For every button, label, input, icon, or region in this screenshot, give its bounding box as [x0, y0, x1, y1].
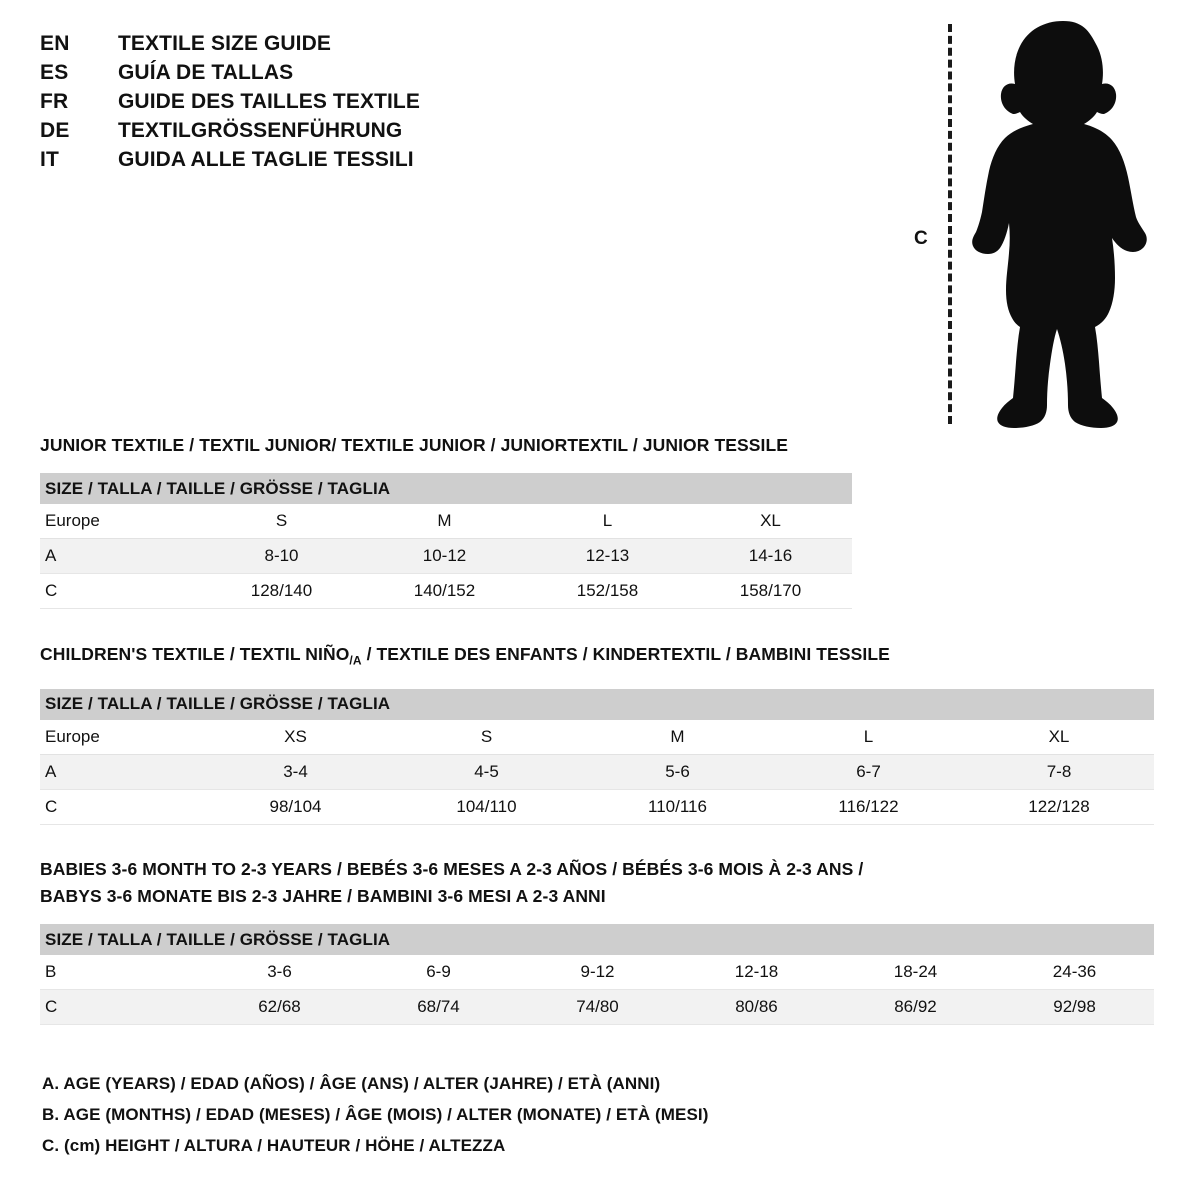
size-header-cell: XL: [689, 504, 852, 539]
size-header-cell: S: [391, 719, 582, 755]
size-band-label: SIZE / TALLA / TAILLE / GRÖSSE / TAGLIA: [40, 688, 1154, 720]
age-cell: 10-12: [363, 538, 526, 574]
age-cell: 7-8: [964, 754, 1154, 790]
row-key: C: [40, 789, 200, 825]
section-title-line2: BABYS 3-6 MONATE BIS 2-3 JAHRE / BAMBINI…: [40, 886, 606, 906]
height-cell: 92/98: [995, 989, 1155, 1025]
language-row: EN TEXTILE SIZE GUIDE: [40, 32, 560, 61]
language-title: GUÍA DE TALLAS: [118, 61, 294, 84]
language-code: EN: [40, 32, 70, 55]
height-cell: 98/104: [200, 789, 391, 825]
age-cell: 4-5: [391, 754, 582, 790]
size-band-label: SIZE / TALLA / TAILLE / GRÖSSE / TAGLIA: [40, 924, 1155, 955]
height-measurement-figure: C: [900, 10, 1170, 430]
child-silhouette-icon: [972, 21, 1147, 428]
section-title-pre: CHILDREN'S TEXTILE / TEXTIL NIÑO: [40, 644, 350, 664]
legend-line-b: B. AGE (MONTHS) / EDAD (MESES) / ÂGE (MO…: [42, 1105, 709, 1124]
height-cell: 104/110: [391, 789, 582, 825]
table-row: C 128/140 140/152 152/158 158/170: [40, 573, 852, 609]
section-babies-textile: BABIES 3-6 MONTH TO 2-3 YEARS / BEBÉS 3-…: [40, 856, 1155, 1025]
language-row: IT GUIDA ALLE TAGLIE TESSILI: [40, 148, 560, 177]
height-cell: 86/92: [836, 989, 995, 1025]
table-row: A 8-10 10-12 12-13 14-16: [40, 538, 852, 574]
months-cell: 6-9: [359, 955, 518, 990]
height-cell: 116/122: [773, 789, 964, 825]
height-cell: 152/158: [526, 573, 689, 609]
language-row: FR GUIDE DES TAILLES TEXTILE: [40, 90, 560, 119]
language-row: ES GUÍA DE TALLAS: [40, 61, 560, 90]
height-cell: 128/140: [200, 573, 363, 609]
vertical-dashed-measure-icon: [948, 24, 952, 424]
size-band-label: SIZE / TALLA / TAILLE / GRÖSSE / TAGLIA: [40, 473, 852, 504]
row-key: Europe: [40, 719, 200, 755]
table-row: C 98/104 104/110 110/116 116/122 122/128: [40, 789, 1154, 825]
section-junior-textile: JUNIOR TEXTILE / TEXTIL JUNIOR/ TEXTILE …: [40, 432, 852, 609]
height-cell: 140/152: [363, 573, 526, 609]
size-header-cell: L: [526, 504, 689, 539]
age-cell: 8-10: [200, 538, 363, 574]
table-row: Europe XS S M L XL: [40, 719, 1154, 755]
section-title: JUNIOR TEXTILE / TEXTIL JUNIOR/ TEXTILE …: [40, 435, 789, 455]
row-key: A: [40, 754, 200, 790]
size-header-cell: L: [773, 719, 964, 755]
height-cell: 122/128: [964, 789, 1154, 825]
section-childrens-textile: CHILDREN'S TEXTILE / TEXTIL NIÑO/A / TEX…: [40, 641, 1154, 825]
size-header-cell: S: [200, 504, 363, 539]
section-title-post: / TEXTILE DES ENFANTS / KINDERTEXTIL / B…: [361, 644, 890, 664]
section-title-subscript: /A: [349, 653, 362, 668]
table-row: Europe S M L XL: [40, 504, 852, 539]
babies-size-table: SIZE / TALLA / TAILLE / GRÖSSE / TAGLIA …: [40, 924, 1155, 1025]
height-cell: 158/170: [689, 573, 852, 609]
table-band-row: SIZE / TALLA / TAILLE / GRÖSSE / TAGLIA: [40, 688, 1154, 720]
table-row: C 62/68 68/74 74/80 80/86 86/92 92/98: [40, 989, 1155, 1025]
age-cell: 12-13: [526, 538, 689, 574]
language-title: TEXTILE SIZE GUIDE: [118, 32, 331, 55]
height-cell: 110/116: [582, 789, 773, 825]
height-cell: 62/68: [200, 989, 359, 1025]
table-band-row: SIZE / TALLA / TAILLE / GRÖSSE / TAGLIA: [40, 924, 1155, 955]
language-row: DE TEXTILGRÖSSENFÜHRUNG: [40, 119, 560, 148]
size-header-cell: M: [363, 504, 526, 539]
section-title-line1: BABIES 3-6 MONTH TO 2-3 YEARS / BEBÉS 3-…: [40, 859, 864, 879]
height-cell: 68/74: [359, 989, 518, 1025]
months-cell: 3-6: [200, 955, 359, 990]
measurement-legend: A. AGE (YEARS) / EDAD (AÑOS) / ÂGE (ANS)…: [42, 1068, 942, 1161]
section-title: CHILDREN'S TEXTILE / TEXTIL NIÑO/A / TEX…: [40, 641, 1154, 675]
language-title: TEXTILGRÖSSENFÜHRUNG: [118, 119, 403, 142]
row-key: A: [40, 538, 200, 574]
months-cell: 18-24: [836, 955, 995, 990]
junior-size-table: SIZE / TALLA / TAILLE / GRÖSSE / TAGLIA …: [40, 473, 852, 609]
table-band-row: SIZE / TALLA / TAILLE / GRÖSSE / TAGLIA: [40, 473, 852, 504]
language-code: DE: [40, 119, 70, 142]
row-key: B: [40, 955, 200, 990]
months-cell: 12-18: [677, 955, 836, 990]
age-cell: 6-7: [773, 754, 964, 790]
age-cell: 14-16: [689, 538, 852, 574]
legend-line-c: C. (cm) HEIGHT / ALTURA / HAUTEUR / HÖHE…: [42, 1136, 506, 1155]
legend-line-a: A. AGE (YEARS) / EDAD (AÑOS) / ÂGE (ANS)…: [42, 1074, 661, 1093]
size-header-cell: XL: [964, 719, 1154, 755]
age-cell: 3-4: [200, 754, 391, 790]
row-key: Europe: [40, 504, 200, 539]
children-size-table: SIZE / TALLA / TAILLE / GRÖSSE / TAGLIA …: [40, 688, 1154, 825]
language-code: IT: [40, 148, 60, 171]
size-header-cell: XS: [200, 719, 391, 755]
height-cell: 74/80: [518, 989, 677, 1025]
row-key: C: [40, 989, 200, 1025]
row-key: C: [40, 573, 200, 609]
months-cell: 24-36: [995, 955, 1155, 990]
height-measure-label: C: [914, 228, 928, 249]
language-code: ES: [40, 61, 69, 84]
age-cell: 5-6: [582, 754, 773, 790]
language-code: FR: [40, 90, 69, 113]
months-cell: 9-12: [518, 955, 677, 990]
height-cell: 80/86: [677, 989, 836, 1025]
language-title: GUIDE DES TAILLES TEXTILE: [118, 90, 420, 113]
language-title-block: EN TEXTILE SIZE GUIDE ES GUÍA DE TALLAS …: [40, 32, 560, 177]
size-header-cell: M: [582, 719, 773, 755]
table-row: B 3-6 6-9 9-12 12-18 18-24 24-36: [40, 955, 1155, 990]
language-title: GUIDA ALLE TAGLIE TESSILI: [118, 148, 414, 171]
table-row: A 3-4 4-5 5-6 6-7 7-8: [40, 754, 1154, 790]
